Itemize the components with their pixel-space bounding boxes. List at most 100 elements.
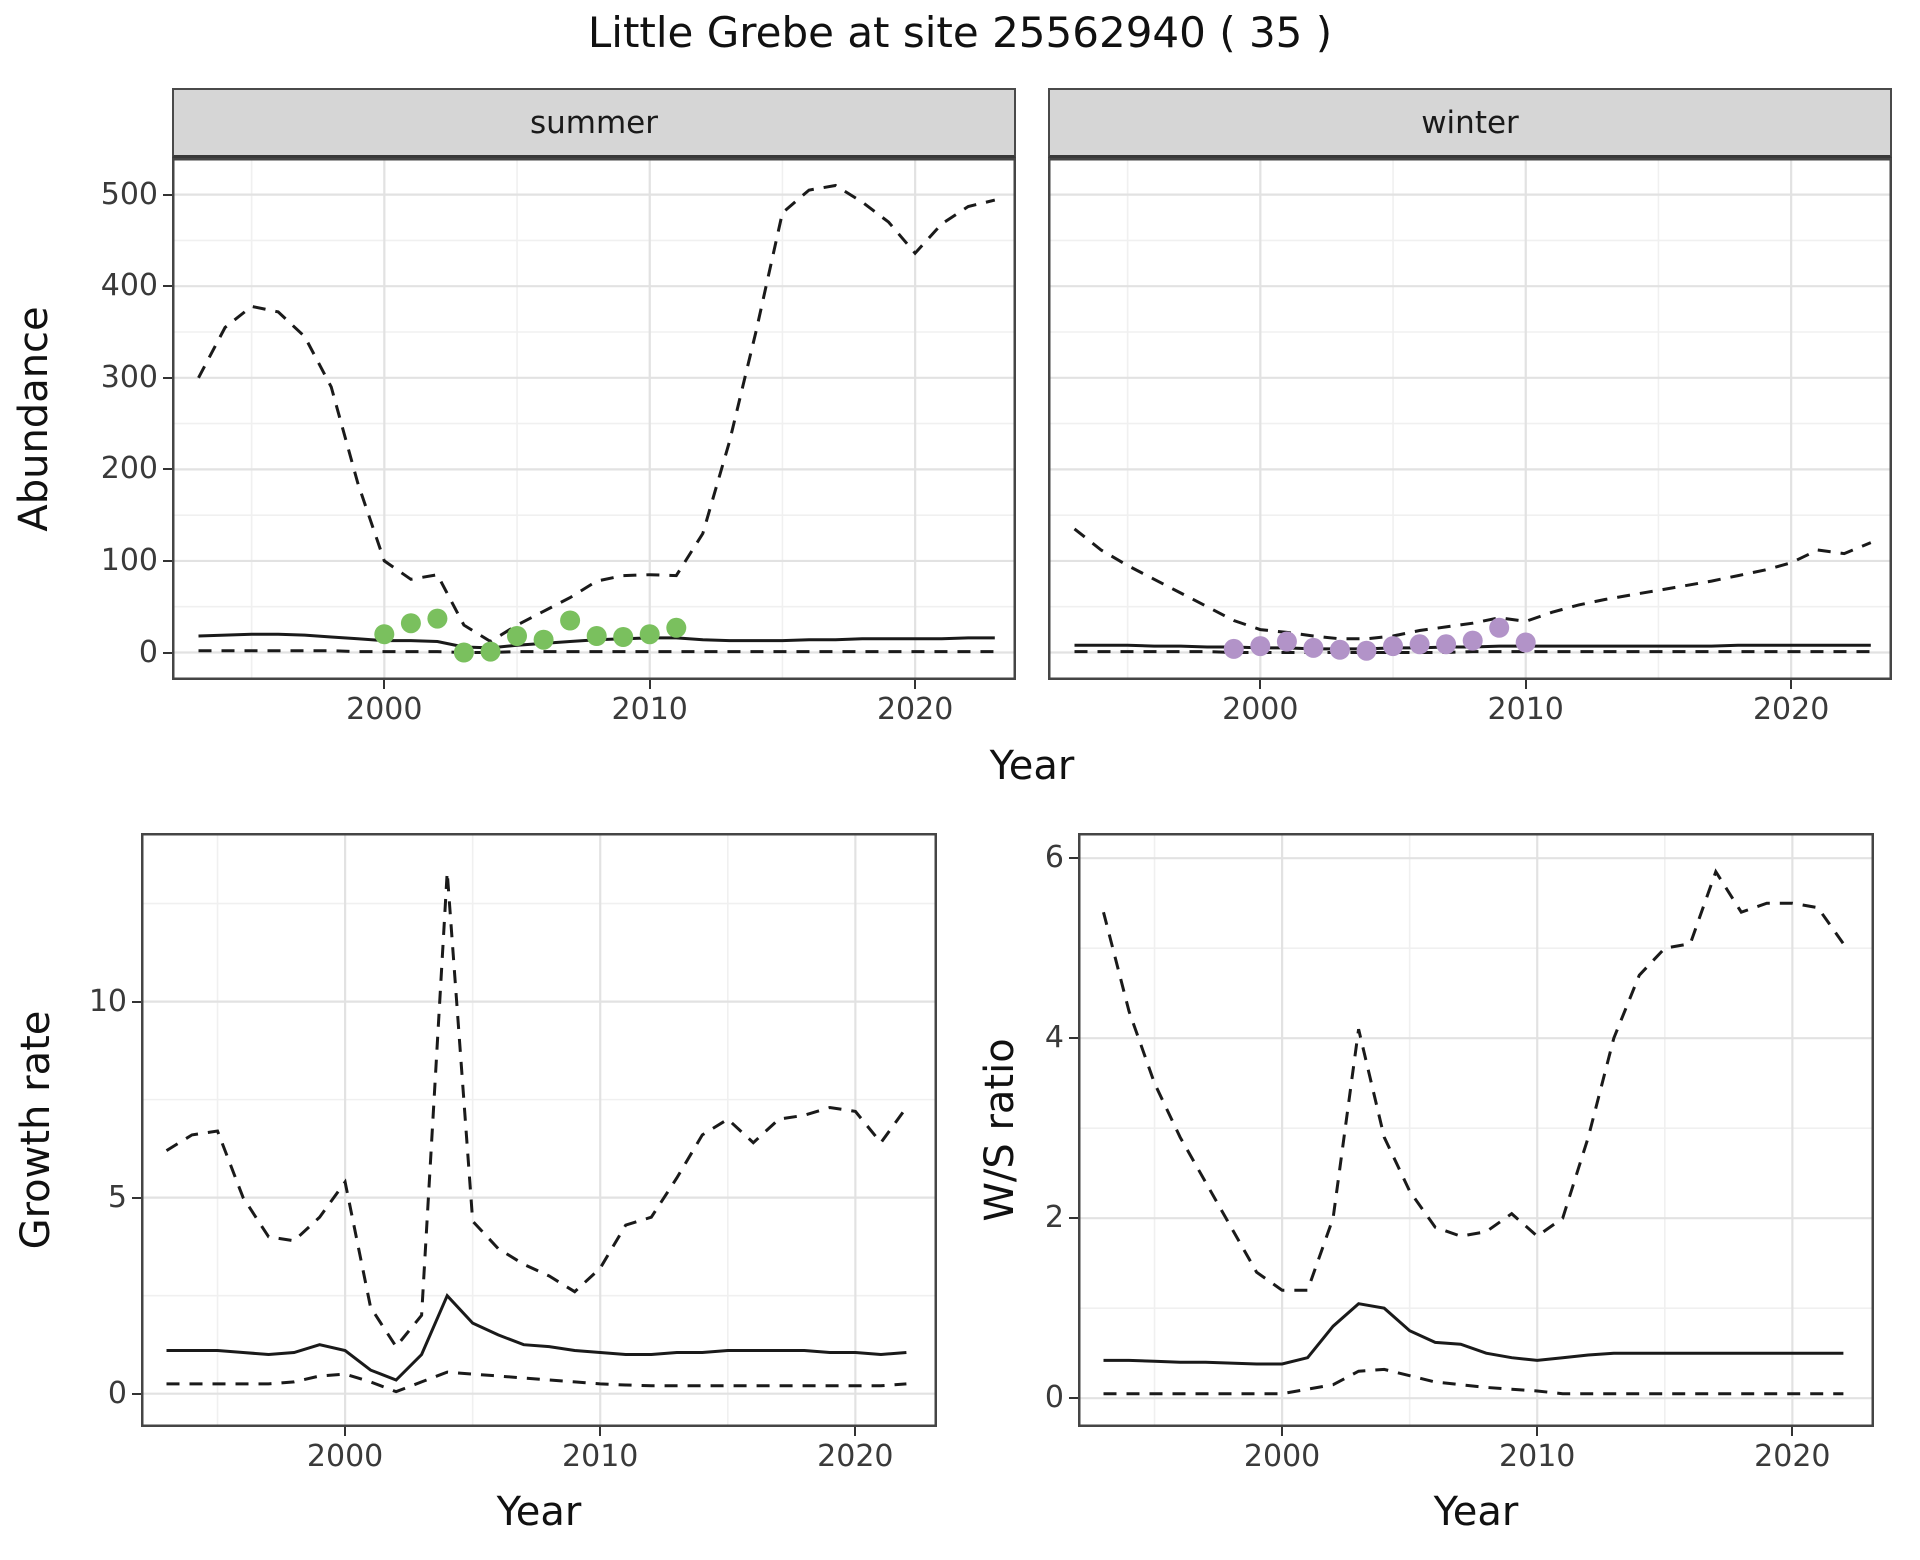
y-tick-mark — [1069, 1037, 1078, 1040]
x-tick-label: 2020 — [876, 692, 954, 727]
summer-abundance-panel: 2000 2010 2020 0 100 200 300 400 500 — [101, 158, 1016, 727]
ws-median-line — [1103, 1302, 1844, 1366]
x-tick-mark — [914, 680, 917, 689]
x-tick-label: 2010 — [1499, 1439, 1576, 1474]
facet-strip-summer: summer — [172, 88, 1016, 158]
ws-plot-area — [1078, 833, 1874, 1427]
y-tick-mark — [1069, 1397, 1078, 1400]
summer-observations-point — [639, 624, 660, 645]
summer-observations-point — [480, 641, 501, 662]
x-tick-mark — [383, 680, 386, 689]
panel-background — [172, 158, 1016, 680]
x-tick-label: 2010 — [611, 692, 688, 727]
winter-observations-point — [1223, 638, 1244, 659]
growth-rate-panel: 2000 2010 2020 0 5 10 — [89, 833, 937, 1474]
y-tick-mark — [1069, 857, 1078, 860]
x-tick-label: 2010 — [562, 1439, 639, 1474]
y-tick-label: 100 — [100, 542, 158, 578]
winter-lower-ci-line — [1074, 650, 1871, 654]
y-tick-mark — [163, 559, 172, 562]
panel-border — [141, 833, 937, 1427]
y-tick-label: 200 — [100, 451, 158, 487]
x-tick-mark — [1259, 680, 1262, 689]
winter-observations-point — [1303, 637, 1324, 658]
panel-background — [141, 833, 937, 1427]
chart-title: Little Grebe at site 25562940 ( 35 ) — [587, 8, 1333, 57]
growth-plot-area — [141, 833, 937, 1427]
facet-strip-winter: winter — [1048, 88, 1892, 158]
y-tick-label: 10 — [88, 983, 127, 1019]
y-tick-mark — [1069, 1217, 1078, 1220]
x-tick-label: 2000 — [306, 1439, 384, 1474]
y-tick-label: 5 — [107, 1179, 127, 1215]
y-tick-label: 0 — [1044, 1380, 1064, 1416]
summer-observations-point — [586, 626, 607, 646]
panel-background — [1048, 158, 1892, 680]
summer-observations-point — [613, 627, 634, 647]
x-tick-mark — [1791, 1427, 1794, 1436]
y-tick-mark — [163, 193, 172, 196]
winter-observations-point — [1356, 640, 1377, 661]
y-tick-label: 4 — [1044, 1020, 1064, 1056]
summer-lower-ci-line — [198, 649, 995, 654]
panel-background — [1078, 833, 1874, 1427]
x-tick-mark — [1524, 680, 1527, 689]
x-tick-mark — [648, 680, 651, 689]
winter-observations-point — [1436, 634, 1457, 655]
y-tick-label: 400 — [100, 268, 158, 304]
y-axis-label-ws-ratio: W/S ratio — [977, 1038, 1023, 1222]
x-tick-label: 2000 — [346, 692, 423, 727]
winter-plot-area — [1048, 158, 1892, 680]
y-tick-label: 0 — [107, 1375, 127, 1411]
x-axis-label-year-ws: Year — [1433, 1489, 1519, 1535]
growth-upper-ci-line — [165, 872, 908, 1350]
y-tick-label: 2 — [1044, 1200, 1064, 1236]
winter-observations-point — [1462, 630, 1483, 651]
x-tick-label: 2020 — [1754, 1439, 1831, 1474]
winter-abundance-panel: 2000 2010 2020 — [1048, 158, 1892, 727]
winter-observations-point — [1276, 631, 1297, 652]
x-tick-mark — [1790, 680, 1793, 689]
panel-border — [172, 158, 1016, 680]
x-tick-mark — [344, 1427, 347, 1436]
ws-lower-ci-line — [1103, 1367, 1844, 1396]
summer-observations-point — [666, 617, 687, 638]
summer-upper-ci-line — [197, 183, 996, 644]
summer-observations-point — [453, 642, 474, 663]
y-tick-label: 500 — [100, 176, 158, 212]
y-tick-label: 0 — [138, 634, 158, 670]
winter-observations-point — [1515, 632, 1536, 653]
x-tick-mark — [1281, 1427, 1284, 1436]
summer-observations-point — [374, 624, 395, 645]
y-tick-mark — [132, 1000, 141, 1003]
winter-observations-point — [1329, 639, 1350, 660]
ws-ratio-panel: 2000 2010 2020 0 2 4 6 — [1045, 833, 1874, 1474]
ws-upper-ci-line — [1102, 868, 1845, 1292]
panel-border — [1078, 833, 1874, 1427]
winter-observations-point — [1383, 636, 1403, 657]
y-tick-mark — [163, 468, 172, 471]
growth-median-line — [166, 1293, 907, 1382]
x-tick-mark — [599, 1427, 602, 1436]
y-tick-mark — [163, 651, 172, 654]
summer-observations-point — [533, 629, 554, 650]
x-tick-label: 2000 — [1243, 1439, 1321, 1474]
x-tick-label: 2020 — [1752, 692, 1830, 727]
x-tick-mark — [854, 1427, 857, 1436]
winter-observations-point — [1489, 617, 1510, 638]
growth-lower-ci-line — [166, 1370, 907, 1394]
y-tick-mark — [163, 376, 172, 379]
y-tick-label: 6 — [1044, 840, 1064, 876]
x-tick-label: 2020 — [817, 1439, 894, 1474]
y-axis-label-abundance: Abundance — [11, 306, 57, 532]
x-axis-label-year-growth: Year — [496, 1489, 582, 1535]
y-tick-mark — [163, 285, 172, 288]
summer-observations-point — [507, 626, 527, 646]
x-axis-label-year-top: Year — [989, 743, 1075, 789]
y-tick-mark — [132, 1196, 141, 1199]
summer-observations-point — [560, 610, 581, 631]
summer-observations-point — [427, 608, 448, 629]
y-tick-mark — [132, 1392, 141, 1395]
summer-plot-area — [172, 158, 1016, 680]
